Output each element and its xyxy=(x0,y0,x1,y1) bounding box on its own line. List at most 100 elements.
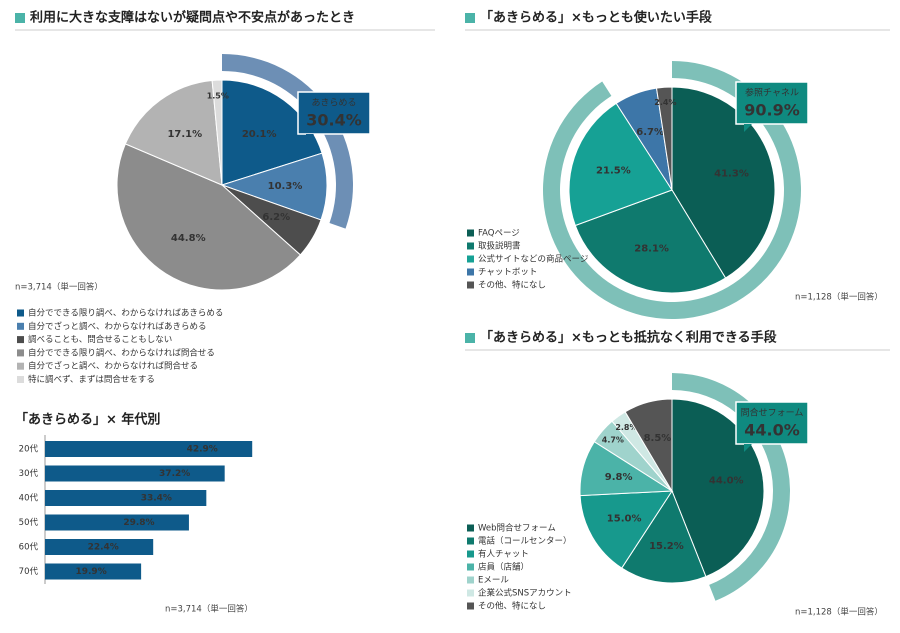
value-label: 15.0% xyxy=(607,513,642,524)
sample-note: n=1,128（単一回答） xyxy=(795,607,883,618)
sample-note: n=1,128（単一回答） xyxy=(795,292,883,303)
legend-swatch xyxy=(17,362,24,370)
category-label: 40代 xyxy=(19,493,39,504)
legend-label: その他、特になし xyxy=(478,280,546,291)
callout-value: 90.9% xyxy=(744,101,800,120)
value-label: 2.4% xyxy=(654,98,676,107)
title-marker xyxy=(15,13,25,23)
legend-label: チャットボット xyxy=(478,268,537,278)
legend-swatch xyxy=(17,349,24,357)
legend-swatch xyxy=(467,589,474,597)
legend-swatch xyxy=(17,309,24,317)
legend-label: 自分でできる限り調べ、わからなければ問合せる xyxy=(28,347,215,358)
legend-label: 電話（コールセンター） xyxy=(478,536,572,547)
value-label: 10.3% xyxy=(268,181,303,192)
section-title: 「あきらめる」×もっとも抵抗なく利用できる手段 xyxy=(480,330,777,346)
bar xyxy=(45,514,189,531)
category-label: 20代 xyxy=(19,444,39,455)
value-label: 6.2% xyxy=(262,212,290,223)
legend-swatch xyxy=(467,242,474,250)
callout-label: 参照チャネル xyxy=(745,87,799,99)
value-label: 1.5% xyxy=(207,91,229,100)
legend-swatch xyxy=(17,376,24,383)
callout-box xyxy=(297,91,371,135)
legend-swatch xyxy=(467,255,474,263)
legend-swatch xyxy=(467,524,474,532)
bar xyxy=(45,490,207,506)
legend-label: Web問合せフォーム xyxy=(478,523,556,534)
value-label: 21.5% xyxy=(596,165,631,176)
legend-swatch xyxy=(467,576,474,584)
legend-swatch xyxy=(467,563,474,571)
title-marker xyxy=(465,333,475,343)
value-label: 2.8% xyxy=(615,423,637,432)
category-label: 60代 xyxy=(19,542,39,553)
legend-label: 店員（店舗） xyxy=(478,562,529,573)
value-label: 15.2% xyxy=(649,541,684,552)
callout-value: 30.4% xyxy=(306,111,362,130)
value-label: 17.1% xyxy=(167,129,202,140)
callout-pointer xyxy=(744,444,752,452)
highlight-arc xyxy=(222,54,353,229)
pie-slice xyxy=(579,490,673,569)
value-label: 37.2% xyxy=(159,469,190,479)
callout-box xyxy=(735,401,809,445)
value-label: 4.7% xyxy=(602,435,624,444)
bar xyxy=(45,441,253,457)
legend-swatch xyxy=(467,537,474,545)
legend-label: Eメール xyxy=(478,576,509,586)
value-label: 42.9% xyxy=(187,445,218,455)
legend-label: FAQページ xyxy=(478,229,520,239)
value-label: 44.0% xyxy=(709,476,744,487)
value-label: 8.5% xyxy=(644,433,672,444)
callout-box xyxy=(735,81,809,125)
sample-note: n=3,714（単一回答） xyxy=(15,282,103,293)
legend-label: 有人チャット xyxy=(478,549,529,560)
callout-pointer xyxy=(744,124,752,132)
legend-swatch xyxy=(467,229,474,237)
category-label: 30代 xyxy=(19,468,39,479)
section-title: 利用に大きな支障はないが疑問点や不安点があったとき xyxy=(30,10,355,26)
section-title: 「あきらめる」×もっとも使いたい手段 xyxy=(480,10,712,26)
value-label: 22.4% xyxy=(88,543,119,553)
legend-label: 自分でざっと調べ、わからなければ問合せる xyxy=(28,361,198,372)
value-label: 41.3% xyxy=(714,168,749,179)
legend-label: その他、特になし xyxy=(478,601,546,612)
bar xyxy=(45,563,142,580)
pie-slice xyxy=(221,79,323,186)
pie-slice xyxy=(624,398,673,493)
legend-label: 自分でできる限り調べ、わからなければあきらめる xyxy=(28,308,223,319)
legend-swatch xyxy=(467,550,474,558)
pie-slice xyxy=(116,143,302,291)
value-label: 29.8% xyxy=(123,518,154,528)
legend-swatch xyxy=(467,268,474,276)
legend-swatch xyxy=(17,322,24,330)
legend-label: 企業公式SNSアカウント xyxy=(478,588,572,599)
bar xyxy=(45,539,154,555)
bar xyxy=(45,465,225,482)
value-label: 9.8% xyxy=(605,472,633,483)
value-label: 20.1% xyxy=(242,129,277,140)
pie-slice xyxy=(211,79,223,186)
section-title: 「あきらめる」× 年代別 xyxy=(15,412,160,428)
legend-label: 調べることも、問合せることもしない xyxy=(28,334,172,345)
callout-value: 44.0% xyxy=(744,421,800,440)
callout-label: 問合せフォーム xyxy=(741,407,804,419)
legend-label: 公式サイトなどの商品ページ xyxy=(478,254,588,265)
value-label: 28.1% xyxy=(634,243,669,254)
legend-swatch xyxy=(17,336,24,344)
legend-swatch xyxy=(467,281,474,289)
category-label: 50代 xyxy=(19,517,39,528)
pie-slice xyxy=(671,86,776,279)
title-marker xyxy=(465,13,475,23)
callout-pointer xyxy=(306,134,314,142)
callout-label: あきらめる xyxy=(311,98,356,109)
legend-label: 取扱説明書 xyxy=(478,241,521,252)
value-label: 33.4% xyxy=(141,494,172,504)
value-label: 44.8% xyxy=(171,233,206,244)
value-label: 6.7% xyxy=(636,127,664,138)
value-label: 19.9% xyxy=(75,567,106,577)
sample-note: n=3,714（単一回答） xyxy=(165,604,253,615)
legend-label: 特に調べず、まずは問合せをする xyxy=(28,374,155,385)
